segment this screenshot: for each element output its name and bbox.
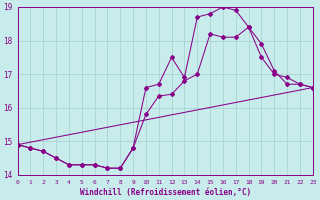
X-axis label: Windchill (Refroidissement éolien,°C): Windchill (Refroidissement éolien,°C): [80, 188, 251, 197]
